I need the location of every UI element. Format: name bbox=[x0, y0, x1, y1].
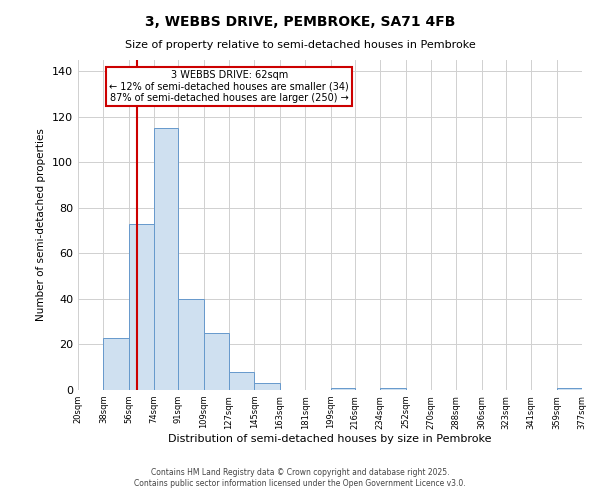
Bar bbox=[380, 388, 406, 390]
Bar bbox=[331, 388, 355, 390]
Y-axis label: Number of semi-detached properties: Number of semi-detached properties bbox=[37, 128, 46, 322]
Bar bbox=[103, 338, 129, 390]
Bar bbox=[178, 299, 203, 390]
Text: 3 WEBBS DRIVE: 62sqm
← 12% of semi-detached houses are smaller (34)
87% of semi-: 3 WEBBS DRIVE: 62sqm ← 12% of semi-detac… bbox=[109, 70, 349, 103]
Text: Contains HM Land Registry data © Crown copyright and database right 2025.
Contai: Contains HM Land Registry data © Crown c… bbox=[134, 468, 466, 487]
Bar bbox=[557, 388, 582, 390]
Bar bbox=[154, 128, 178, 390]
Bar bbox=[229, 372, 254, 390]
Bar bbox=[129, 224, 154, 390]
Text: 3, WEBBS DRIVE, PEMBROKE, SA71 4FB: 3, WEBBS DRIVE, PEMBROKE, SA71 4FB bbox=[145, 15, 455, 29]
Text: Size of property relative to semi-detached houses in Pembroke: Size of property relative to semi-detach… bbox=[125, 40, 475, 50]
Bar bbox=[254, 383, 280, 390]
X-axis label: Distribution of semi-detached houses by size in Pembroke: Distribution of semi-detached houses by … bbox=[168, 434, 492, 444]
Bar bbox=[203, 333, 229, 390]
